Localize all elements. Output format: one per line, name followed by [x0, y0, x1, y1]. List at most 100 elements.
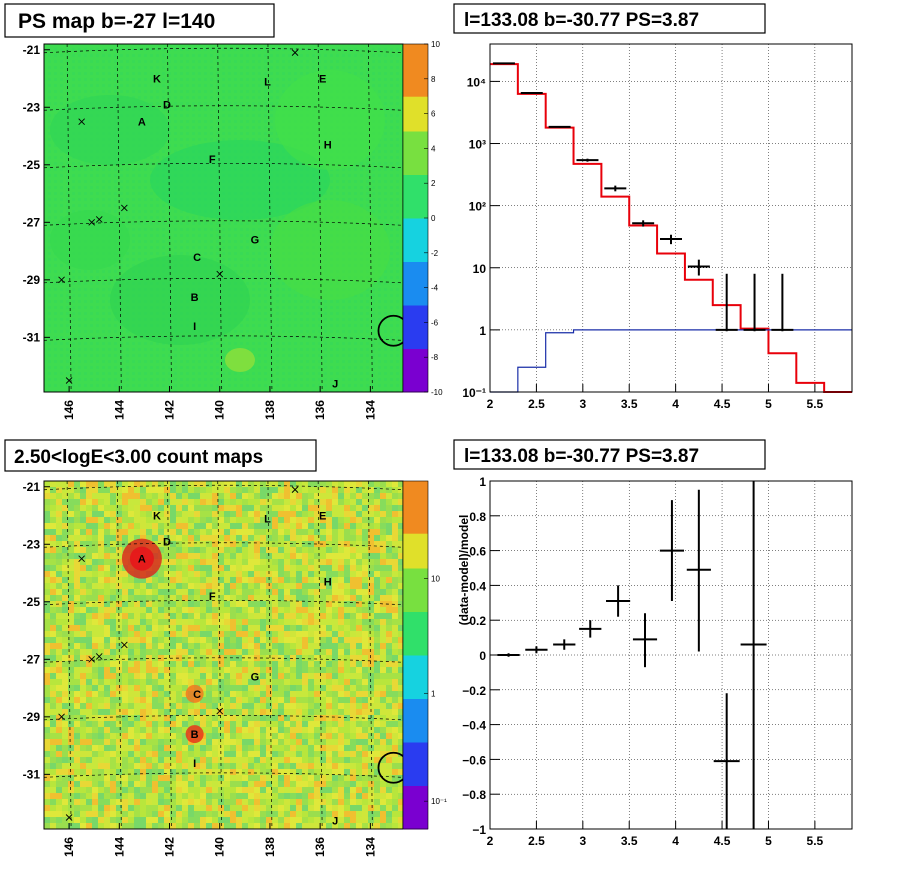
count-pixel [284, 661, 290, 667]
count-pixel [380, 667, 386, 673]
count-pixel [230, 757, 236, 763]
count-pixel [56, 667, 62, 673]
count-pixel [392, 649, 398, 655]
count-pixel [146, 709, 152, 715]
count-pixel [362, 673, 368, 679]
count-pixel [254, 745, 260, 751]
count-pixel [176, 643, 182, 649]
count-pixel [68, 769, 74, 775]
count-pixel [50, 535, 56, 541]
count-pixel [74, 637, 80, 643]
count-pixel [308, 769, 314, 775]
count-pixel [200, 775, 206, 781]
ps-map-image [44, 44, 403, 392]
count-pixel [344, 523, 350, 529]
count-pixel [338, 793, 344, 799]
count-pixel [332, 715, 338, 721]
count-pixel [188, 589, 194, 595]
count-pixel [182, 493, 188, 499]
count-pixel [344, 661, 350, 667]
count-pixel [380, 757, 386, 763]
count-pixel [290, 613, 296, 619]
y-tick-label: −0.8 [462, 788, 486, 802]
count-pixel [170, 685, 176, 691]
count-pixel [320, 517, 326, 523]
count-pixel [224, 535, 230, 541]
count-pixel [362, 517, 368, 523]
count-pixel [368, 553, 374, 559]
count-pixel [398, 697, 404, 703]
count-pixel [338, 673, 344, 679]
count-pixel [272, 613, 278, 619]
count-pixel [314, 709, 320, 715]
count-pixel [338, 685, 344, 691]
count-pixel [182, 781, 188, 787]
count-pixel [386, 487, 392, 493]
count-pixel [128, 727, 134, 733]
count-pixel [122, 661, 128, 667]
count-pixel [152, 511, 158, 517]
count-pixel [278, 685, 284, 691]
count-pixel [356, 559, 362, 565]
count-pixel [290, 793, 296, 799]
count-pixel [248, 775, 254, 781]
count-pixel [182, 697, 188, 703]
count-pixel [350, 607, 356, 613]
count-pixel [212, 637, 218, 643]
count-pixel [140, 745, 146, 751]
count-pixel [350, 673, 356, 679]
count-pixel [392, 805, 398, 811]
count-pixel [56, 823, 62, 829]
count-pixel [332, 553, 338, 559]
count-pixel [98, 787, 104, 793]
count-pixel [152, 607, 158, 613]
count-pixel [206, 787, 212, 793]
count-pixel [146, 739, 152, 745]
count-pixel [344, 541, 350, 547]
count-pixel [398, 577, 404, 583]
count-pixel [116, 535, 122, 541]
count-pixel [44, 799, 50, 805]
count-pixel [44, 691, 50, 697]
count-pixel [272, 499, 278, 505]
count-pixel [92, 775, 98, 781]
count-pixel [50, 505, 56, 511]
count-pixel [104, 619, 110, 625]
count-pixel [326, 553, 332, 559]
count-pixel [68, 775, 74, 781]
count-pixel [152, 781, 158, 787]
colorbar-band [403, 602, 428, 612]
count-pixel [116, 553, 122, 559]
count-pixel [182, 733, 188, 739]
count-pixel [374, 565, 380, 571]
count-pixel [254, 523, 260, 529]
count-pixel [368, 811, 374, 817]
count-pixel [164, 721, 170, 727]
count-pixel [284, 619, 290, 625]
count-pixel [176, 523, 182, 529]
count-pixel [308, 589, 314, 595]
count-pixel [302, 487, 308, 493]
count-pixel [152, 697, 158, 703]
count-pixel [398, 649, 404, 655]
count-pixel [290, 541, 296, 547]
count-pixel [134, 529, 140, 535]
count-pixel [44, 805, 50, 811]
count-pixel [290, 817, 296, 823]
count-pixel [182, 715, 188, 721]
count-pixel [260, 757, 266, 763]
count-pixel [164, 553, 170, 559]
count-pixel [314, 667, 320, 673]
colorbar-band [403, 383, 428, 393]
count-pixel [386, 667, 392, 673]
count-pixel [164, 625, 170, 631]
count-pixel [320, 673, 326, 679]
count-pixel [104, 805, 110, 811]
count-pixel [92, 811, 98, 817]
count-pixel [242, 547, 248, 553]
count-pixel [236, 679, 242, 685]
count-pixel [314, 721, 320, 727]
count-pixel [284, 673, 290, 679]
count-pixel [218, 595, 224, 601]
count-pixel [254, 589, 260, 595]
